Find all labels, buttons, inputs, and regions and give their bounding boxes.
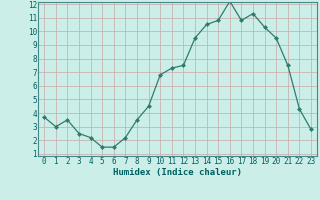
X-axis label: Humidex (Indice chaleur): Humidex (Indice chaleur) [113, 168, 242, 177]
